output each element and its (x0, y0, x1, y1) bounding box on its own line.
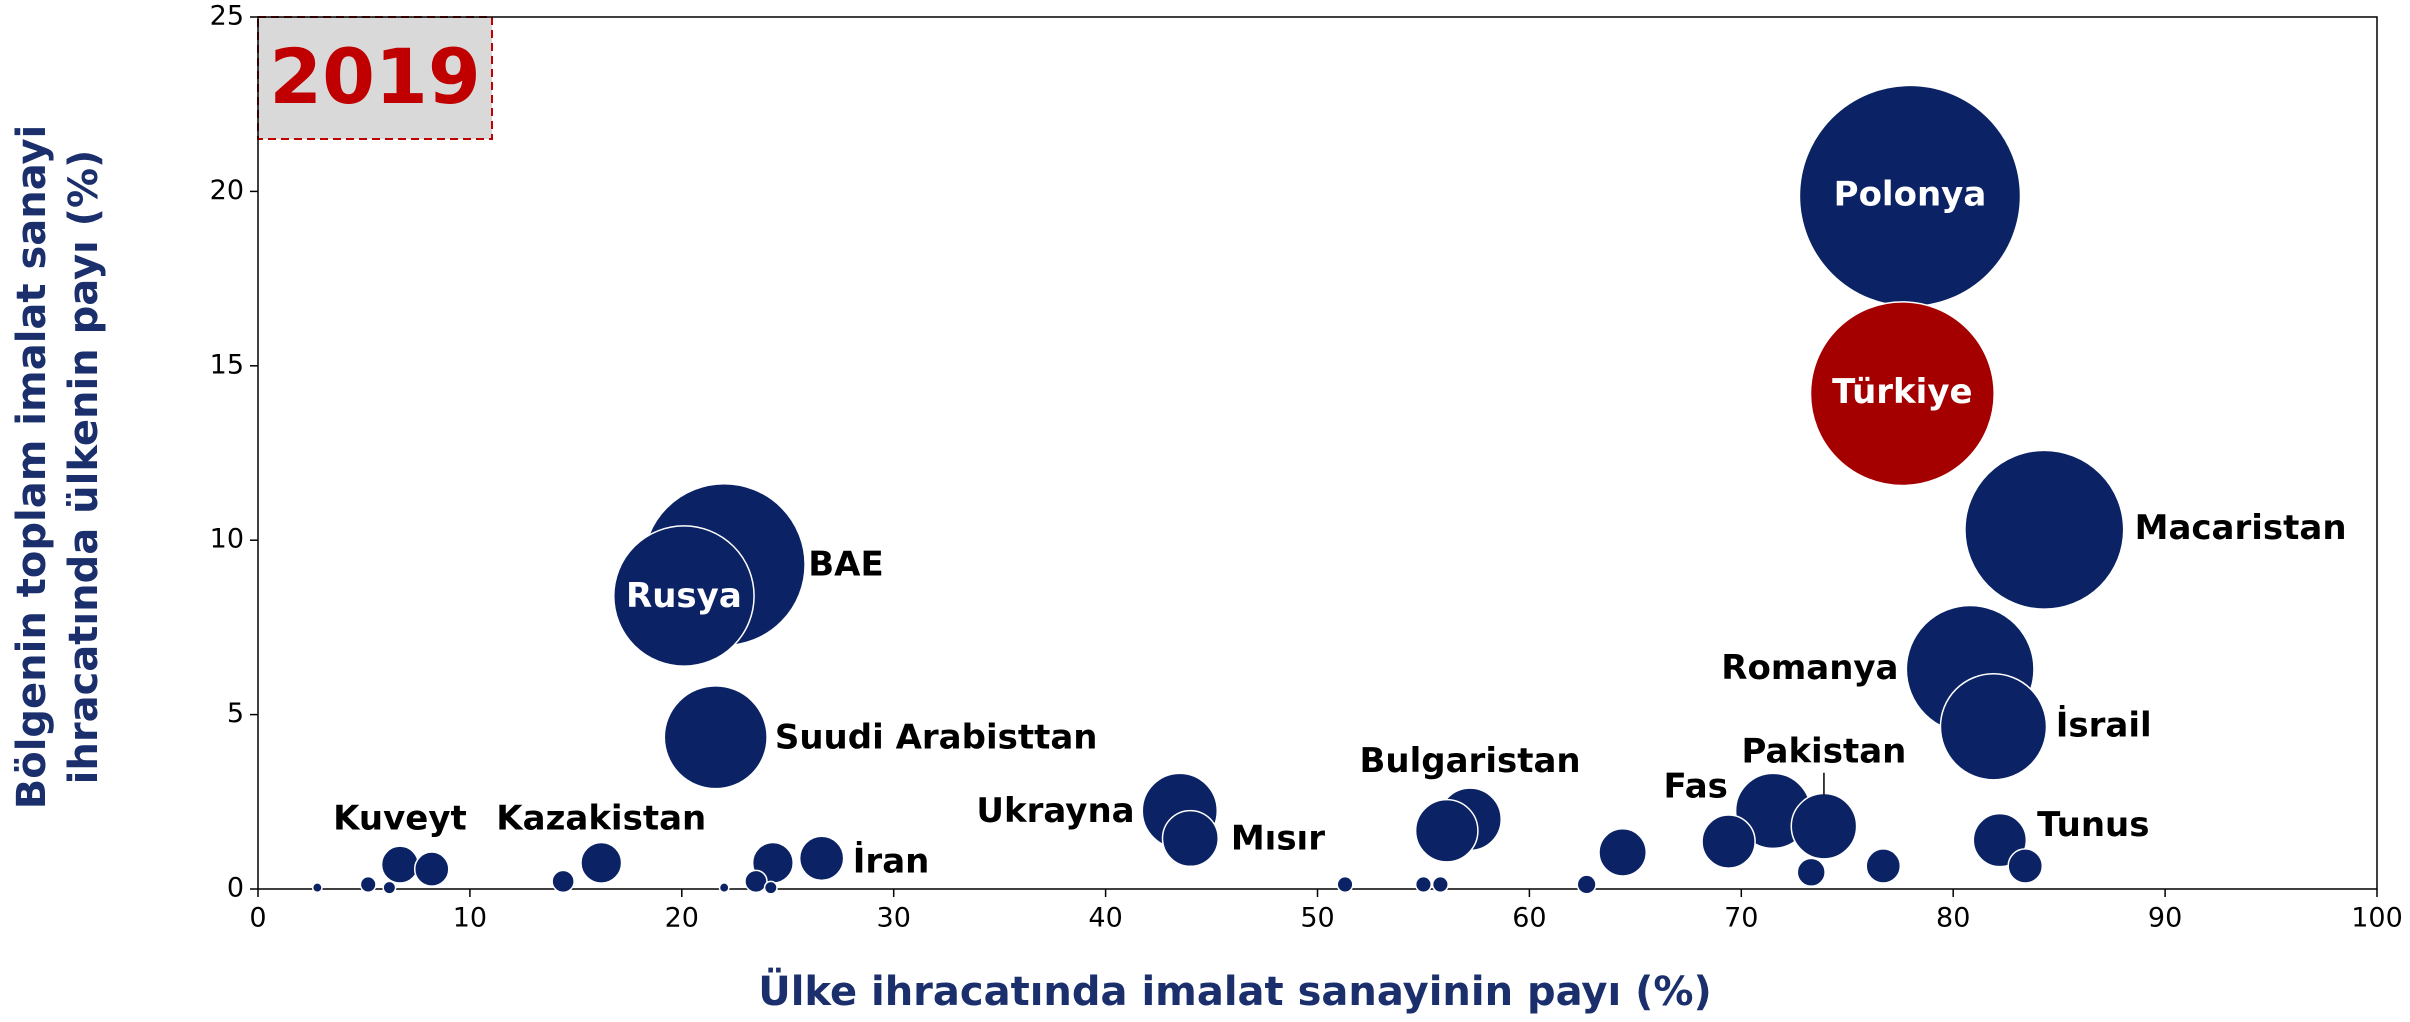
bubble (359, 875, 377, 894)
bubble (1809, 301, 1995, 487)
bubble-label: Mısır (1231, 818, 1325, 858)
bubble-label: Suudi Arabisttan (775, 717, 1098, 757)
bubble (311, 882, 323, 894)
bubble-label: Fas (1664, 766, 1728, 806)
bubble (380, 845, 420, 884)
bubble (1336, 875, 1354, 894)
x-tick-label: 90 (2148, 903, 2182, 934)
x-axis-title: Ülke ihracatında imalat sanayinin payı (… (758, 967, 1712, 1015)
bubble (1161, 809, 1219, 868)
x-tick-label: 70 (1724, 903, 1758, 934)
bubble-label: BAE (808, 545, 883, 585)
y-tick-label: 25 (210, 1, 244, 32)
x-tick-label: 60 (1512, 903, 1546, 934)
annotation: 2019 (269, 32, 481, 121)
x-tick-label: 30 (877, 903, 911, 934)
y-tick-label: 20 (210, 175, 244, 206)
bubble-label: Bulgaristan (1360, 741, 1581, 781)
bubble-label: Romanya (1721, 648, 1898, 688)
bubble (718, 882, 730, 894)
bubble (798, 835, 845, 882)
bubble (580, 841, 623, 884)
x-tick-label: 80 (1936, 903, 1970, 934)
bubble-label: Ukrayna (976, 791, 1134, 831)
x-tick-label: 40 (1088, 903, 1122, 934)
bubble (1701, 814, 1756, 869)
x-tick-label: 20 (665, 903, 699, 934)
bubble (1796, 857, 1826, 887)
y-axis-title: ihracatında ülkenin payı (%) (61, 150, 107, 785)
y-axis-title: Bölgenin toplam imalat sanayi (9, 125, 55, 810)
bubble (1414, 798, 1479, 863)
y-tick-label: 15 (210, 349, 244, 380)
bubble (382, 880, 397, 895)
bubble (551, 869, 575, 894)
bubble-label: Pakistan (1742, 731, 1907, 771)
y-tick-label: 10 (210, 524, 244, 555)
bubble (413, 851, 450, 887)
x-tick-label: 50 (1300, 903, 1334, 934)
bubble (1865, 848, 1902, 884)
bubble-label: Kuveyt (333, 799, 467, 839)
x-tick-label: 100 (2351, 903, 2403, 934)
bubble (1790, 792, 1858, 860)
bubble (1414, 875, 1432, 894)
annotation-box (257, 16, 493, 140)
bubble (1576, 874, 1597, 895)
bubble (663, 685, 768, 790)
x-tick-label: 0 (249, 903, 266, 934)
bubble (2007, 848, 2044, 884)
y-tick-label: 5 (227, 698, 244, 729)
bubble (1964, 449, 2125, 610)
bubble-label: Rusya (626, 576, 742, 616)
bubble-label: Kazakistan (496, 799, 706, 839)
bubble-label: Macaristan (2135, 508, 2347, 548)
bubble-label: İsrail (2056, 704, 2152, 745)
y-tick-label: 0 (227, 873, 244, 904)
bubble-label: Türkiye (1832, 372, 1972, 412)
bubble (613, 525, 755, 667)
bubble (1431, 875, 1449, 894)
bubble-label: Tunus (2037, 805, 2149, 845)
bubble (763, 880, 778, 895)
bubble (1939, 673, 2048, 781)
bubble-label: İran (853, 840, 930, 881)
bubble-label: Polonya (1834, 174, 1987, 214)
x-tick-label: 10 (453, 903, 487, 934)
bubble (744, 869, 768, 894)
bubble (1598, 828, 1647, 877)
